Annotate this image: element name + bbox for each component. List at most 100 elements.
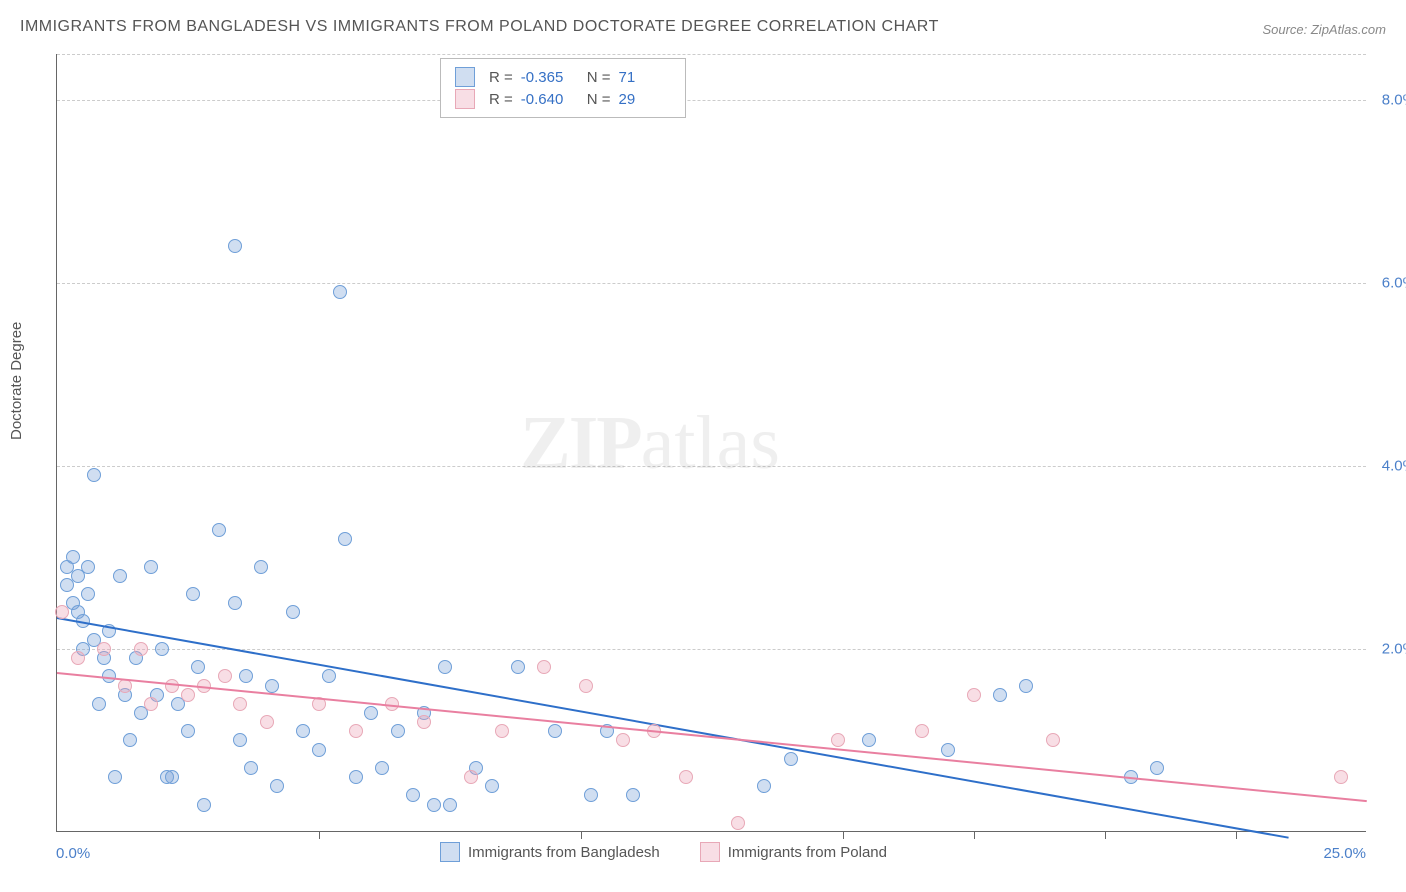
data-point bbox=[375, 761, 389, 775]
data-point bbox=[244, 761, 258, 775]
n-value: 29 bbox=[619, 91, 671, 108]
gridline bbox=[57, 283, 1366, 284]
legend-stats-row: R =-0.365N =71 bbox=[455, 67, 671, 87]
data-point bbox=[296, 724, 310, 738]
trend-line bbox=[57, 672, 1367, 802]
x-axis-max-label: 25.0% bbox=[1323, 845, 1366, 862]
data-point bbox=[485, 779, 499, 793]
x-tick bbox=[974, 831, 975, 839]
trend-line bbox=[57, 617, 1289, 839]
data-point bbox=[616, 733, 630, 747]
data-point bbox=[967, 688, 981, 702]
data-point bbox=[495, 724, 509, 738]
data-point bbox=[1019, 679, 1033, 693]
y-tick-label: 2.0% bbox=[1382, 640, 1406, 657]
data-point bbox=[464, 770, 478, 784]
data-point bbox=[55, 605, 69, 619]
data-point bbox=[123, 733, 137, 747]
data-point bbox=[260, 715, 274, 729]
legend-swatch bbox=[440, 842, 460, 862]
data-point bbox=[322, 669, 336, 683]
r-value: -0.365 bbox=[521, 69, 573, 86]
legend-swatch bbox=[455, 67, 475, 87]
data-point bbox=[349, 770, 363, 784]
data-point bbox=[233, 697, 247, 711]
data-point bbox=[181, 724, 195, 738]
y-axis-title: Doctorate Degree bbox=[8, 322, 25, 440]
data-point bbox=[537, 660, 551, 674]
data-point bbox=[626, 788, 640, 802]
r-label: R = bbox=[489, 91, 513, 108]
legend-swatch bbox=[700, 842, 720, 862]
data-point bbox=[265, 679, 279, 693]
data-point bbox=[757, 779, 771, 793]
data-point bbox=[181, 688, 195, 702]
data-point bbox=[155, 642, 169, 656]
data-point bbox=[427, 798, 441, 812]
legend-swatch bbox=[455, 89, 475, 109]
data-point bbox=[286, 605, 300, 619]
data-point bbox=[417, 715, 431, 729]
data-point bbox=[81, 587, 95, 601]
data-point bbox=[941, 743, 955, 757]
data-point bbox=[71, 651, 85, 665]
x-axis-min-label: 0.0% bbox=[56, 845, 90, 862]
data-point bbox=[81, 560, 95, 574]
gridline bbox=[57, 100, 1366, 101]
data-point bbox=[87, 468, 101, 482]
data-point bbox=[228, 239, 242, 253]
data-point bbox=[338, 532, 352, 546]
data-point bbox=[584, 788, 598, 802]
data-point bbox=[993, 688, 1007, 702]
data-point bbox=[1334, 770, 1348, 784]
data-point bbox=[438, 660, 452, 674]
legend-item: Immigrants from Poland bbox=[700, 842, 887, 862]
y-tick-label: 8.0% bbox=[1382, 91, 1406, 108]
x-tick bbox=[843, 831, 844, 839]
source-credit: Source: ZipAtlas.com bbox=[1262, 22, 1386, 37]
legend-label: Immigrants from Poland bbox=[728, 844, 887, 861]
y-tick-label: 6.0% bbox=[1382, 274, 1406, 291]
legend-stats: R =-0.365N =71R =-0.640N =29 bbox=[440, 58, 686, 118]
data-point bbox=[108, 770, 122, 784]
source-label: Source: bbox=[1262, 22, 1310, 37]
data-point bbox=[144, 560, 158, 574]
data-point bbox=[97, 642, 111, 656]
legend-item: Immigrants from Bangladesh bbox=[440, 842, 660, 862]
data-point bbox=[784, 752, 798, 766]
data-point bbox=[233, 733, 247, 747]
data-point bbox=[579, 679, 593, 693]
data-point bbox=[228, 596, 242, 610]
source-name: ZipAtlas.com bbox=[1311, 22, 1386, 37]
n-label: N = bbox=[587, 69, 611, 86]
gridline bbox=[57, 649, 1366, 650]
data-point bbox=[915, 724, 929, 738]
data-point bbox=[239, 669, 253, 683]
legend-stats-row: R =-0.640N =29 bbox=[455, 89, 671, 109]
data-point bbox=[679, 770, 693, 784]
plot-area: 2.0%4.0%6.0%8.0% bbox=[56, 54, 1366, 832]
data-point bbox=[113, 569, 127, 583]
data-point bbox=[862, 733, 876, 747]
data-point bbox=[1150, 761, 1164, 775]
data-point bbox=[511, 660, 525, 674]
data-point bbox=[212, 523, 226, 537]
data-point bbox=[391, 724, 405, 738]
data-point bbox=[831, 733, 845, 747]
data-point bbox=[1046, 733, 1060, 747]
data-point bbox=[270, 779, 284, 793]
legend-label: Immigrants from Bangladesh bbox=[468, 844, 660, 861]
data-point bbox=[349, 724, 363, 738]
data-point bbox=[218, 669, 232, 683]
x-tick bbox=[581, 831, 582, 839]
data-point bbox=[186, 587, 200, 601]
y-tick-label: 4.0% bbox=[1382, 457, 1406, 474]
data-point bbox=[144, 697, 158, 711]
data-point bbox=[134, 642, 148, 656]
r-label: R = bbox=[489, 69, 513, 86]
data-point bbox=[548, 724, 562, 738]
data-point bbox=[66, 550, 80, 564]
data-point bbox=[443, 798, 457, 812]
data-point bbox=[254, 560, 268, 574]
data-point bbox=[165, 770, 179, 784]
